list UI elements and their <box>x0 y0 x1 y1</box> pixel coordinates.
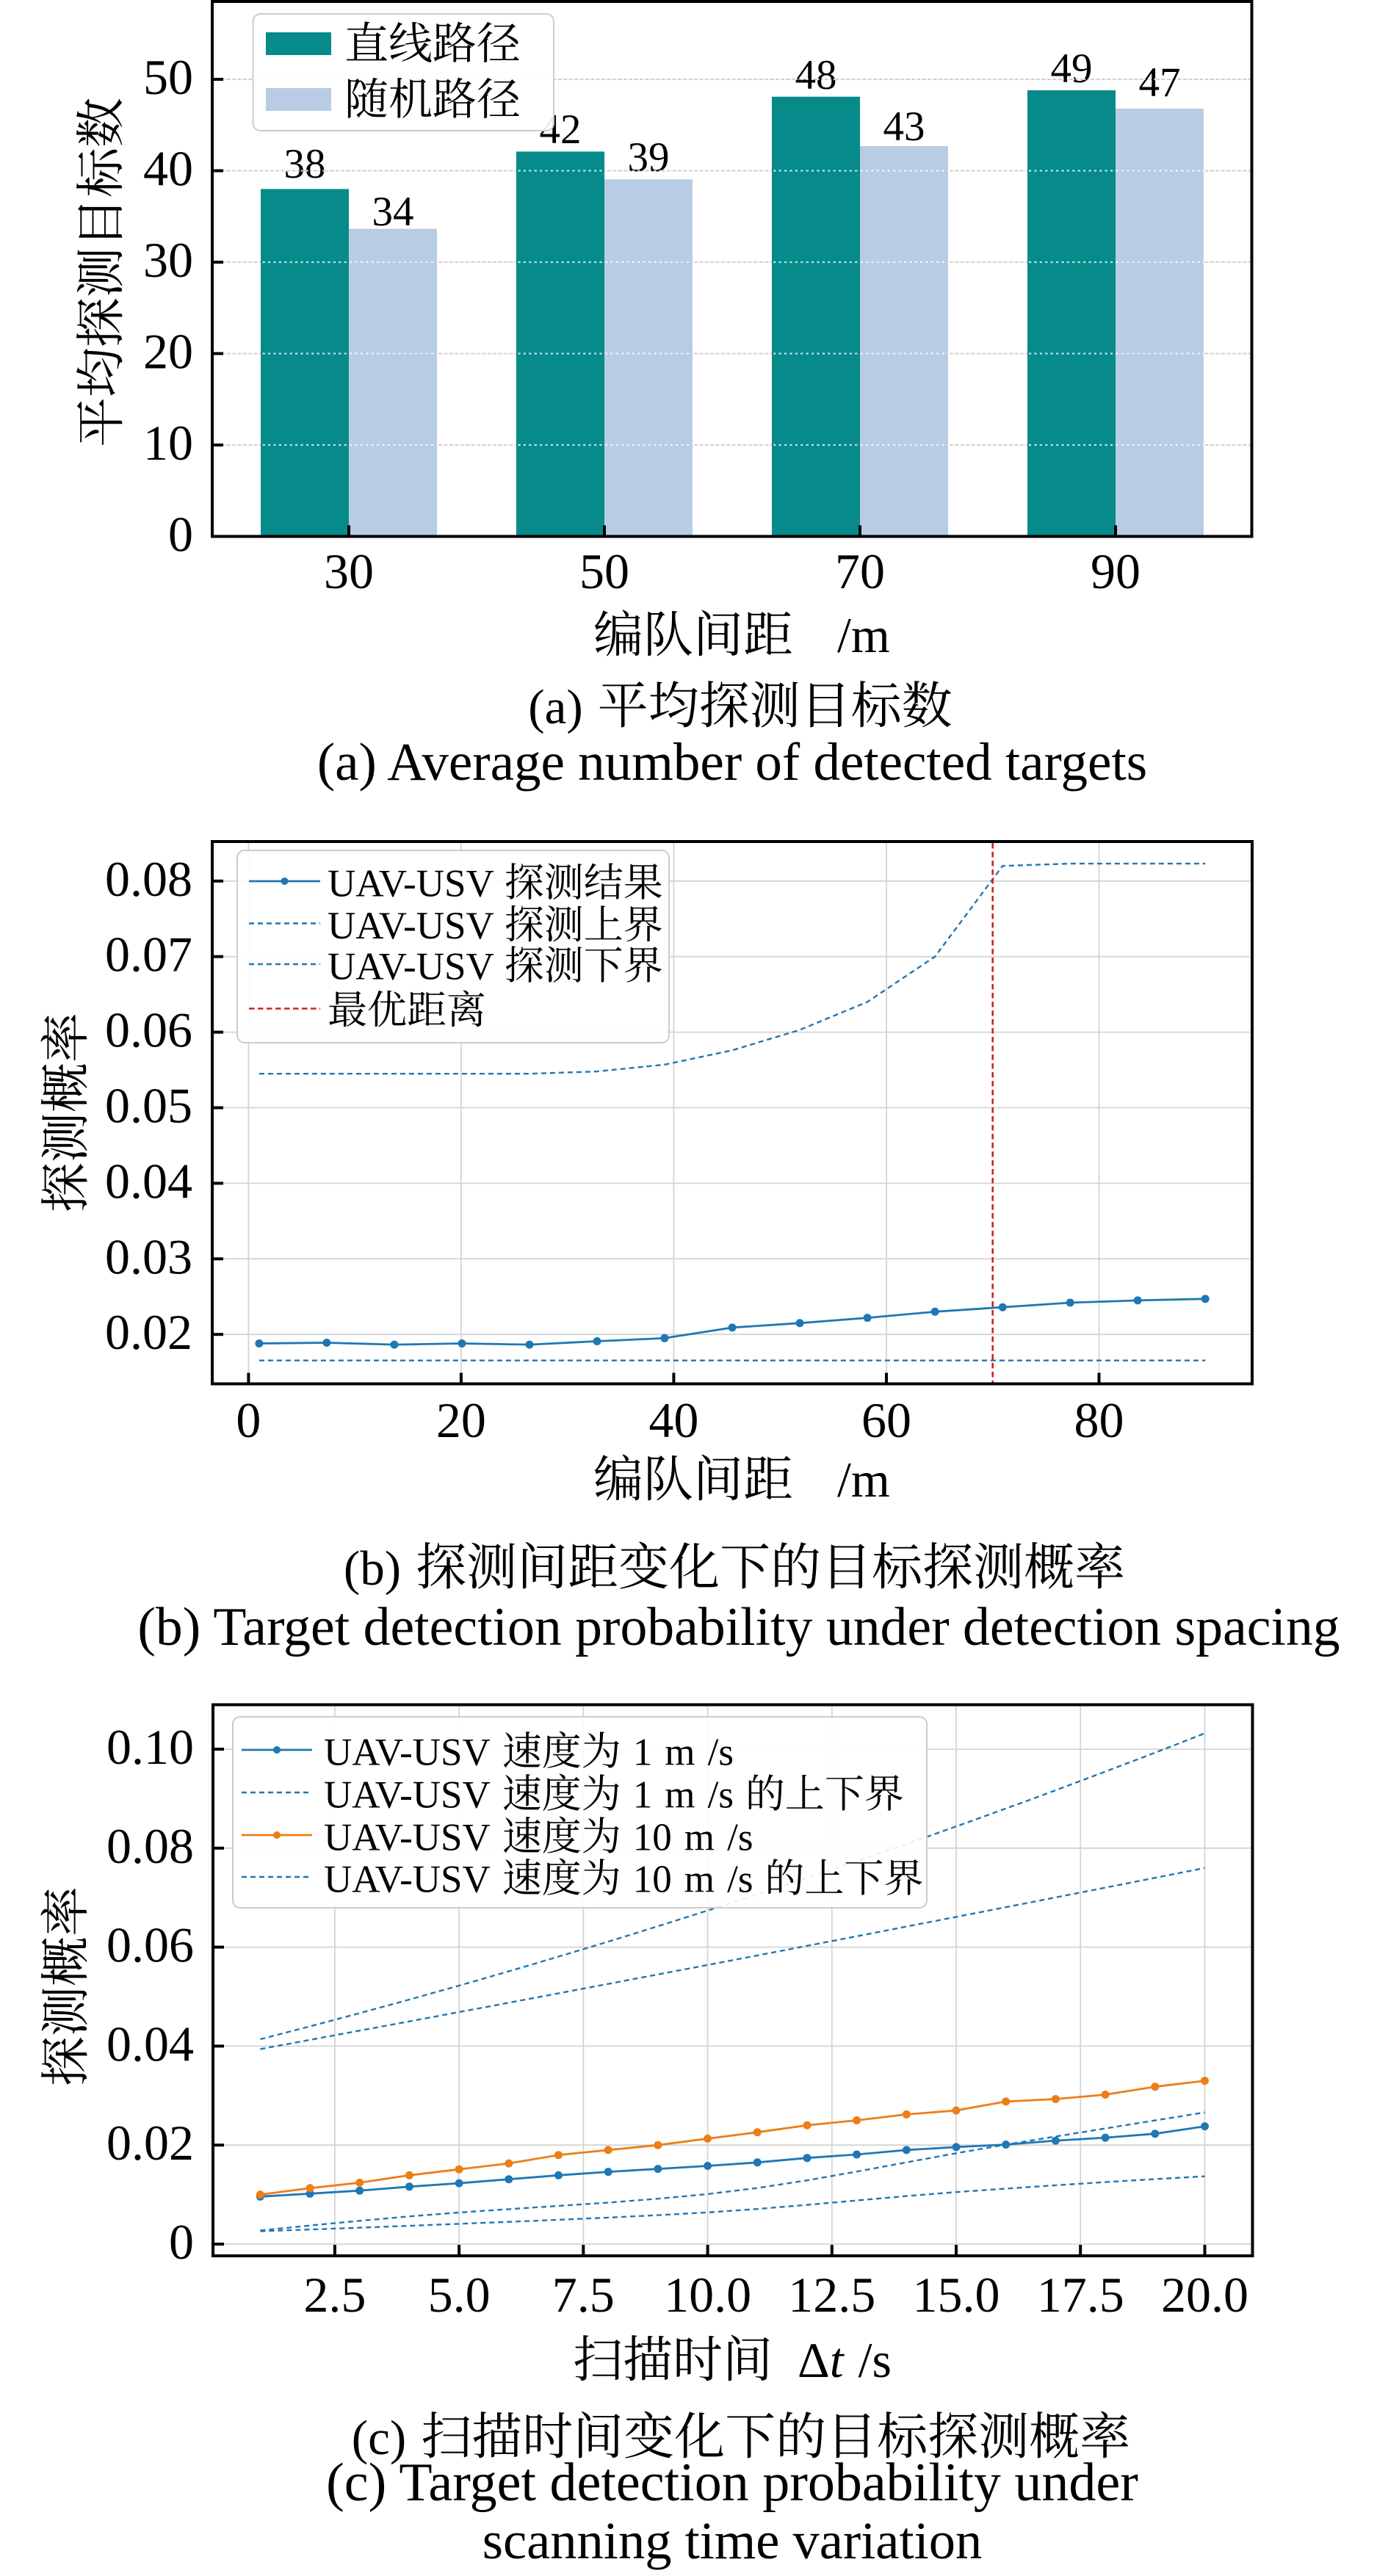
svg-text:48: 48 <box>795 52 837 98</box>
svg-text:34: 34 <box>372 189 414 235</box>
svg-text:10: 10 <box>633 1859 672 1901</box>
svg-text:5.0: 5.0 <box>428 2267 491 2323</box>
svg-text:50: 50 <box>143 49 193 105</box>
svg-text:20: 20 <box>143 324 193 380</box>
svg-text:43: 43 <box>883 104 925 150</box>
svg-text:17.5: 17.5 <box>1037 2267 1124 2323</box>
svg-text:90: 90 <box>1091 543 1141 599</box>
svg-text:10: 10 <box>633 1817 672 1859</box>
svg-text:Δ: Δ <box>798 2332 830 2388</box>
svg-text:0.05: 0.05 <box>105 1078 192 1134</box>
svg-text:1: 1 <box>633 1774 653 1817</box>
svg-text:/s: /s <box>708 1732 734 1774</box>
svg-text:7.5: 7.5 <box>552 2267 615 2323</box>
svg-text:20: 20 <box>436 1392 486 1448</box>
svg-text:47: 47 <box>1139 59 1181 106</box>
svg-text:m: m <box>684 1817 715 1859</box>
svg-text:0.02: 0.02 <box>105 1304 192 1360</box>
svg-text:30: 30 <box>143 232 193 288</box>
svg-text:2.5: 2.5 <box>303 2267 366 2323</box>
svg-text:0.10: 0.10 <box>106 1719 194 1775</box>
svg-text:/s: /s <box>859 2332 892 2388</box>
svg-text:UAV-USV: UAV-USV <box>324 1732 491 1774</box>
svg-text:10.0: 10.0 <box>664 2267 751 2323</box>
svg-text:(a): (a) <box>528 680 582 734</box>
svg-text:/m: /m <box>837 607 890 663</box>
svg-text:0.06: 0.06 <box>106 1917 194 1973</box>
svg-text:m: m <box>665 1774 695 1817</box>
svg-text:0: 0 <box>236 1392 261 1448</box>
svg-text:UAV-USV: UAV-USV <box>324 1859 491 1901</box>
svg-text:/m: /m <box>837 1452 890 1508</box>
svg-text:80: 80 <box>1074 1392 1124 1448</box>
svg-text:12.5: 12.5 <box>788 2267 875 2323</box>
svg-text:40: 40 <box>143 141 193 197</box>
svg-text:(a) Average number of detected: (a) Average number of detected targets <box>317 732 1147 792</box>
svg-text:49: 49 <box>1051 46 1093 92</box>
svg-text:UAV-USV: UAV-USV <box>328 863 494 905</box>
svg-text:50: 50 <box>579 543 629 599</box>
svg-text:/s: /s <box>708 1774 734 1817</box>
svg-text:15.0: 15.0 <box>913 2267 1000 2323</box>
svg-text:39: 39 <box>628 134 670 181</box>
svg-text:0.07: 0.07 <box>105 927 192 983</box>
svg-text:0.06: 0.06 <box>105 1002 192 1058</box>
svg-text:60: 60 <box>861 1392 911 1448</box>
svg-text:UAV-USV: UAV-USV <box>324 1774 491 1817</box>
svg-text:t: t <box>830 2332 845 2388</box>
svg-text:0: 0 <box>169 2214 194 2270</box>
svg-text:0.03: 0.03 <box>105 1229 192 1284</box>
svg-text:0.08: 0.08 <box>106 1818 194 1874</box>
svg-text:0: 0 <box>168 507 193 562</box>
svg-text:1: 1 <box>633 1732 653 1774</box>
svg-text:m: m <box>684 1859 715 1901</box>
svg-text:m: m <box>665 1732 695 1774</box>
svg-text:scanning time variation: scanning time variation <box>482 2511 983 2570</box>
svg-text:0.02: 0.02 <box>106 2115 194 2171</box>
svg-text:40: 40 <box>648 1392 698 1448</box>
svg-text:UAV-USV: UAV-USV <box>324 1817 491 1859</box>
svg-text:(c): (c) <box>352 2411 406 2465</box>
svg-text:30: 30 <box>324 543 374 599</box>
svg-text:0.04: 0.04 <box>106 2016 194 2072</box>
svg-text:0.04: 0.04 <box>105 1153 192 1209</box>
svg-text:(b): (b) <box>344 1541 401 1596</box>
svg-text:10: 10 <box>143 415 193 471</box>
svg-text:(c) Target detection probabili: (c) Target detection probability under <box>326 2453 1138 2513</box>
svg-text:(b) Target detection probabili: (b) Target detection probability under d… <box>137 1596 1340 1657</box>
svg-text:38: 38 <box>284 141 326 187</box>
svg-text:UAV-USV: UAV-USV <box>328 905 494 947</box>
svg-text:20.0: 20.0 <box>1161 2267 1248 2323</box>
svg-text:/s: /s <box>727 1817 753 1859</box>
svg-text:UAV-USV: UAV-USV <box>328 946 494 988</box>
svg-text:/s: /s <box>727 1859 753 1901</box>
svg-text:70: 70 <box>835 543 885 599</box>
svg-text:0.08: 0.08 <box>105 851 192 907</box>
